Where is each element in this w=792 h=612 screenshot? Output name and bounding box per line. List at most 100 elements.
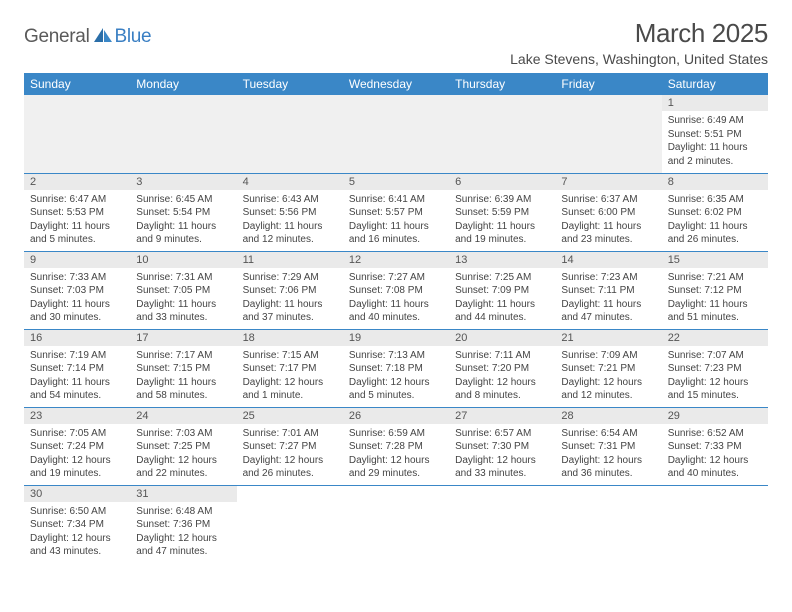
- sunrise-text: Sunrise: 7:27 AM: [349, 271, 443, 285]
- calendar-cell: 25Sunrise: 7:01 AMSunset: 7:27 PMDayligh…: [237, 407, 343, 485]
- daylight-text: Daylight: 12 hours and 29 minutes.: [349, 454, 443, 481]
- calendar-cell-empty: [237, 485, 343, 563]
- calendar-cell: 27Sunrise: 6:57 AMSunset: 7:30 PMDayligh…: [449, 407, 555, 485]
- day-body: Sunrise: 7:03 AMSunset: 7:25 PMDaylight:…: [130, 424, 236, 485]
- day-number: 3: [130, 174, 236, 190]
- daylight-text: Daylight: 11 hours and 51 minutes.: [668, 298, 762, 325]
- calendar-cell: 31Sunrise: 6:48 AMSunset: 7:36 PMDayligh…: [130, 485, 236, 563]
- day-number: 23: [24, 408, 130, 424]
- sunrise-text: Sunrise: 7:03 AM: [136, 427, 230, 441]
- daylight-text: Daylight: 11 hours and 54 minutes.: [30, 376, 124, 403]
- daylight-text: Daylight: 11 hours and 16 minutes.: [349, 220, 443, 247]
- daylight-text: Daylight: 12 hours and 43 minutes.: [30, 532, 124, 559]
- sunset-text: Sunset: 7:03 PM: [30, 284, 124, 298]
- daylight-text: Daylight: 11 hours and 19 minutes.: [455, 220, 549, 247]
- calendar-cell-empty: [555, 485, 661, 563]
- sunset-text: Sunset: 7:05 PM: [136, 284, 230, 298]
- calendar-cell-empty: [130, 95, 236, 173]
- day-body: Sunrise: 6:49 AMSunset: 5:51 PMDaylight:…: [662, 111, 768, 172]
- calendar-cell-empty: [343, 485, 449, 563]
- sunset-text: Sunset: 7:30 PM: [455, 440, 549, 454]
- sunrise-text: Sunrise: 7:09 AM: [561, 349, 655, 363]
- day-number: 12: [343, 252, 449, 268]
- daylight-text: Daylight: 12 hours and 26 minutes.: [243, 454, 337, 481]
- daylight-text: Daylight: 11 hours and 26 minutes.: [668, 220, 762, 247]
- day-body: Sunrise: 6:39 AMSunset: 5:59 PMDaylight:…: [449, 190, 555, 251]
- sunset-text: Sunset: 7:20 PM: [455, 362, 549, 376]
- calendar-cell-empty: [24, 95, 130, 173]
- sunset-text: Sunset: 7:33 PM: [668, 440, 762, 454]
- day-number: 30: [24, 486, 130, 502]
- day-body: Sunrise: 7:29 AMSunset: 7:06 PMDaylight:…: [237, 268, 343, 329]
- sunset-text: Sunset: 7:14 PM: [30, 362, 124, 376]
- sunset-text: Sunset: 6:02 PM: [668, 206, 762, 220]
- calendar-cell: 30Sunrise: 6:50 AMSunset: 7:34 PMDayligh…: [24, 485, 130, 563]
- logo-text-blue: Blue: [115, 26, 152, 48]
- sunrise-text: Sunrise: 7:23 AM: [561, 271, 655, 285]
- calendar-cell: 23Sunrise: 7:05 AMSunset: 7:24 PMDayligh…: [24, 407, 130, 485]
- calendar-week: 2Sunrise: 6:47 AMSunset: 5:53 PMDaylight…: [24, 173, 768, 251]
- sunrise-text: Sunrise: 7:17 AM: [136, 349, 230, 363]
- day-number: 18: [237, 330, 343, 346]
- calendar-cell: 6Sunrise: 6:39 AMSunset: 5:59 PMDaylight…: [449, 173, 555, 251]
- day-body: Sunrise: 7:33 AMSunset: 7:03 PMDaylight:…: [24, 268, 130, 329]
- calendar-cell: 22Sunrise: 7:07 AMSunset: 7:23 PMDayligh…: [662, 329, 768, 407]
- sunrise-text: Sunrise: 6:35 AM: [668, 193, 762, 207]
- day-body: Sunrise: 7:09 AMSunset: 7:21 PMDaylight:…: [555, 346, 661, 407]
- calendar-cell: 10Sunrise: 7:31 AMSunset: 7:05 PMDayligh…: [130, 251, 236, 329]
- calendar-cell: 8Sunrise: 6:35 AMSunset: 6:02 PMDaylight…: [662, 173, 768, 251]
- sunset-text: Sunset: 5:53 PM: [30, 206, 124, 220]
- day-number: 4: [237, 174, 343, 190]
- calendar-cell: 4Sunrise: 6:43 AMSunset: 5:56 PMDaylight…: [237, 173, 343, 251]
- calendar-week: 16Sunrise: 7:19 AMSunset: 7:14 PMDayligh…: [24, 329, 768, 407]
- sunset-text: Sunset: 7:34 PM: [30, 518, 124, 532]
- calendar-cell: 12Sunrise: 7:27 AMSunset: 7:08 PMDayligh…: [343, 251, 449, 329]
- sunset-text: Sunset: 7:21 PM: [561, 362, 655, 376]
- sunset-text: Sunset: 7:28 PM: [349, 440, 443, 454]
- day-body: Sunrise: 6:45 AMSunset: 5:54 PMDaylight:…: [130, 190, 236, 251]
- sunset-text: Sunset: 5:54 PM: [136, 206, 230, 220]
- day-number: 15: [662, 252, 768, 268]
- sunrise-text: Sunrise: 6:43 AM: [243, 193, 337, 207]
- sunset-text: Sunset: 5:59 PM: [455, 206, 549, 220]
- daylight-text: Daylight: 12 hours and 19 minutes.: [30, 454, 124, 481]
- day-body: Sunrise: 6:48 AMSunset: 7:36 PMDaylight:…: [130, 502, 236, 563]
- daylight-text: Daylight: 12 hours and 36 minutes.: [561, 454, 655, 481]
- calendar-cell: 20Sunrise: 7:11 AMSunset: 7:20 PMDayligh…: [449, 329, 555, 407]
- calendar-cell-empty: [449, 95, 555, 173]
- calendar-cell: 28Sunrise: 6:54 AMSunset: 7:31 PMDayligh…: [555, 407, 661, 485]
- day-body: Sunrise: 6:54 AMSunset: 7:31 PMDaylight:…: [555, 424, 661, 485]
- sunset-text: Sunset: 7:25 PM: [136, 440, 230, 454]
- daylight-text: Daylight: 12 hours and 40 minutes.: [668, 454, 762, 481]
- sunset-text: Sunset: 7:18 PM: [349, 362, 443, 376]
- logo-sail-icon: [93, 27, 113, 43]
- sunrise-text: Sunrise: 7:07 AM: [668, 349, 762, 363]
- sunrise-text: Sunrise: 7:01 AM: [243, 427, 337, 441]
- month-title: March 2025: [510, 18, 768, 49]
- calendar-cell: 16Sunrise: 7:19 AMSunset: 7:14 PMDayligh…: [24, 329, 130, 407]
- daylight-text: Daylight: 11 hours and 9 minutes.: [136, 220, 230, 247]
- calendar-cell: 13Sunrise: 7:25 AMSunset: 7:09 PMDayligh…: [449, 251, 555, 329]
- day-number: 19: [343, 330, 449, 346]
- calendar-cell: 11Sunrise: 7:29 AMSunset: 7:06 PMDayligh…: [237, 251, 343, 329]
- sunrise-text: Sunrise: 6:49 AM: [668, 114, 762, 128]
- day-body: Sunrise: 6:59 AMSunset: 7:28 PMDaylight:…: [343, 424, 449, 485]
- location: Lake Stevens, Washington, United States: [510, 51, 768, 67]
- daylight-text: Daylight: 12 hours and 1 minute.: [243, 376, 337, 403]
- day-body: Sunrise: 7:05 AMSunset: 7:24 PMDaylight:…: [24, 424, 130, 485]
- day-body: Sunrise: 7:25 AMSunset: 7:09 PMDaylight:…: [449, 268, 555, 329]
- day-number: 5: [343, 174, 449, 190]
- day-number: 8: [662, 174, 768, 190]
- daylight-text: Daylight: 11 hours and 44 minutes.: [455, 298, 549, 325]
- day-body: Sunrise: 7:23 AMSunset: 7:11 PMDaylight:…: [555, 268, 661, 329]
- day-body: Sunrise: 6:47 AMSunset: 5:53 PMDaylight:…: [24, 190, 130, 251]
- daylight-text: Daylight: 11 hours and 30 minutes.: [30, 298, 124, 325]
- logo: General Blue: [24, 18, 151, 48]
- calendar-cell: 14Sunrise: 7:23 AMSunset: 7:11 PMDayligh…: [555, 251, 661, 329]
- sunset-text: Sunset: 5:57 PM: [349, 206, 443, 220]
- day-number: 2: [24, 174, 130, 190]
- day-number: 7: [555, 174, 661, 190]
- day-body: Sunrise: 6:35 AMSunset: 6:02 PMDaylight:…: [662, 190, 768, 251]
- day-number: 27: [449, 408, 555, 424]
- daylight-text: Daylight: 12 hours and 22 minutes.: [136, 454, 230, 481]
